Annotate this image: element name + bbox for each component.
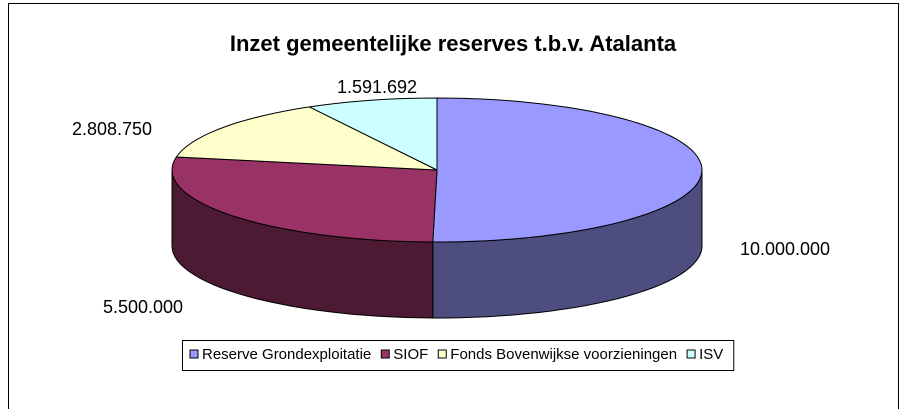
slice xyxy=(432,97,703,243)
pie: 10.000.000 5.500.000 2.808.750 1.591.692 xyxy=(72,77,830,319)
legend-swatch xyxy=(686,349,696,359)
legend: Reserve Grondexploitatie SIOF Fonds Bovenw… xyxy=(182,340,735,371)
slice xyxy=(175,106,438,171)
chart-title: Inzet gemeentelijke reserves t.b.v. Atal… xyxy=(230,31,677,56)
legend-label: Reserve Grondexploitatie xyxy=(202,346,371,363)
legend-label: Fonds Bovenwijkse voorzieningen xyxy=(450,346,677,363)
data-label: 5.500.000 xyxy=(103,297,183,317)
data-label: 2.808.750 xyxy=(72,119,152,139)
data-label: 10.000.000 xyxy=(740,239,830,259)
legend-label: ISV xyxy=(699,346,723,363)
legend-swatch xyxy=(380,349,390,359)
legend-label: SIOF xyxy=(393,346,428,363)
slice xyxy=(171,156,438,243)
slice xyxy=(307,97,438,171)
data-label: 1.591.692 xyxy=(337,77,417,97)
legend-swatch xyxy=(189,349,199,359)
legend-box xyxy=(182,340,735,371)
legend-swatch xyxy=(437,349,447,359)
